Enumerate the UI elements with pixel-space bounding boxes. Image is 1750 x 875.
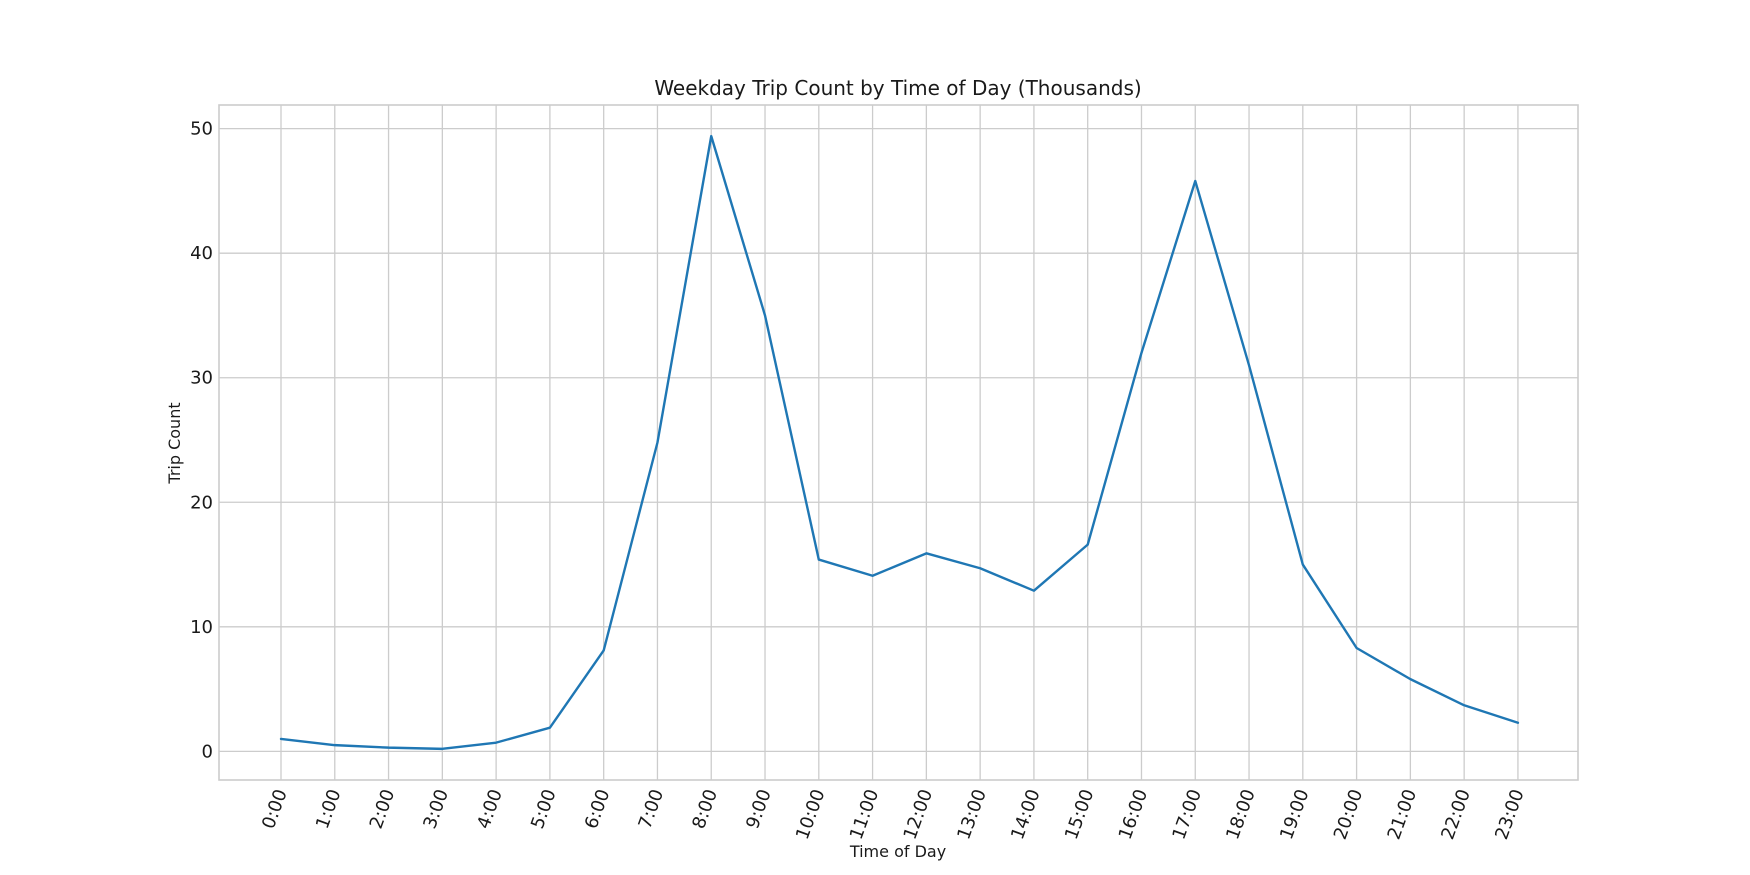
y-tick-label: 40 [190,243,213,264]
x-tick-label: 4:00 [473,787,507,832]
x-tick-label: 0:00 [258,787,292,832]
x-tick-label: 22:00 [1437,787,1474,843]
x-tick-label: 11:00 [846,787,883,843]
x-tick-label: 18:00 [1222,787,1259,843]
x-tick-label: 7:00 [635,787,669,832]
x-tick-label: 10:00 [792,787,829,843]
x-tick-label: 12:00 [900,787,937,843]
x-tick-label: 5:00 [527,787,561,832]
y-tick-label: 20 [190,492,213,513]
x-tick-label: 9:00 [742,787,776,832]
x-tick-label: 17:00 [1168,787,1205,843]
x-tick-label: 23:00 [1491,787,1528,843]
y-tick-label: 30 [190,368,213,389]
chart-title: Weekday Trip Count by Time of Day (Thous… [654,76,1141,100]
series-line [279,134,1520,751]
x-axis-label: Time of Day [849,842,946,861]
x-axis-ticks: 0:00 1:00 2:00 3:00 4:00 5:00 6:00 7:00 8:00 9:00… [258,787,1528,843]
x-tick-label: 19:00 [1276,787,1313,843]
x-tick-label: 8:00 [688,787,722,832]
y-tick-label: 10 [190,617,213,638]
grid-lines [219,105,1578,780]
y-axis-ticks: 0 10 20 30 40 50 [190,119,213,763]
x-tick-label: 2:00 [366,787,400,832]
plot-frame [218,104,1579,781]
y-tick-label: 50 [190,119,213,140]
y-axis-label: Trip Count [165,402,184,484]
x-tick-label: 14:00 [1007,787,1044,843]
x-tick-label: 3:00 [419,787,453,832]
y-tick-label: 0 [202,741,213,762]
series-layer [279,134,1520,751]
x-tick-label: 1:00 [312,787,346,832]
x-tick-label: 21:00 [1384,787,1421,843]
x-tick-label: 15:00 [1061,787,1098,843]
x-tick-label: 13:00 [953,787,990,843]
x-tick-label: 16:00 [1115,787,1152,843]
x-tick-label: 20:00 [1330,787,1367,843]
x-tick-label: 6:00 [581,787,615,832]
